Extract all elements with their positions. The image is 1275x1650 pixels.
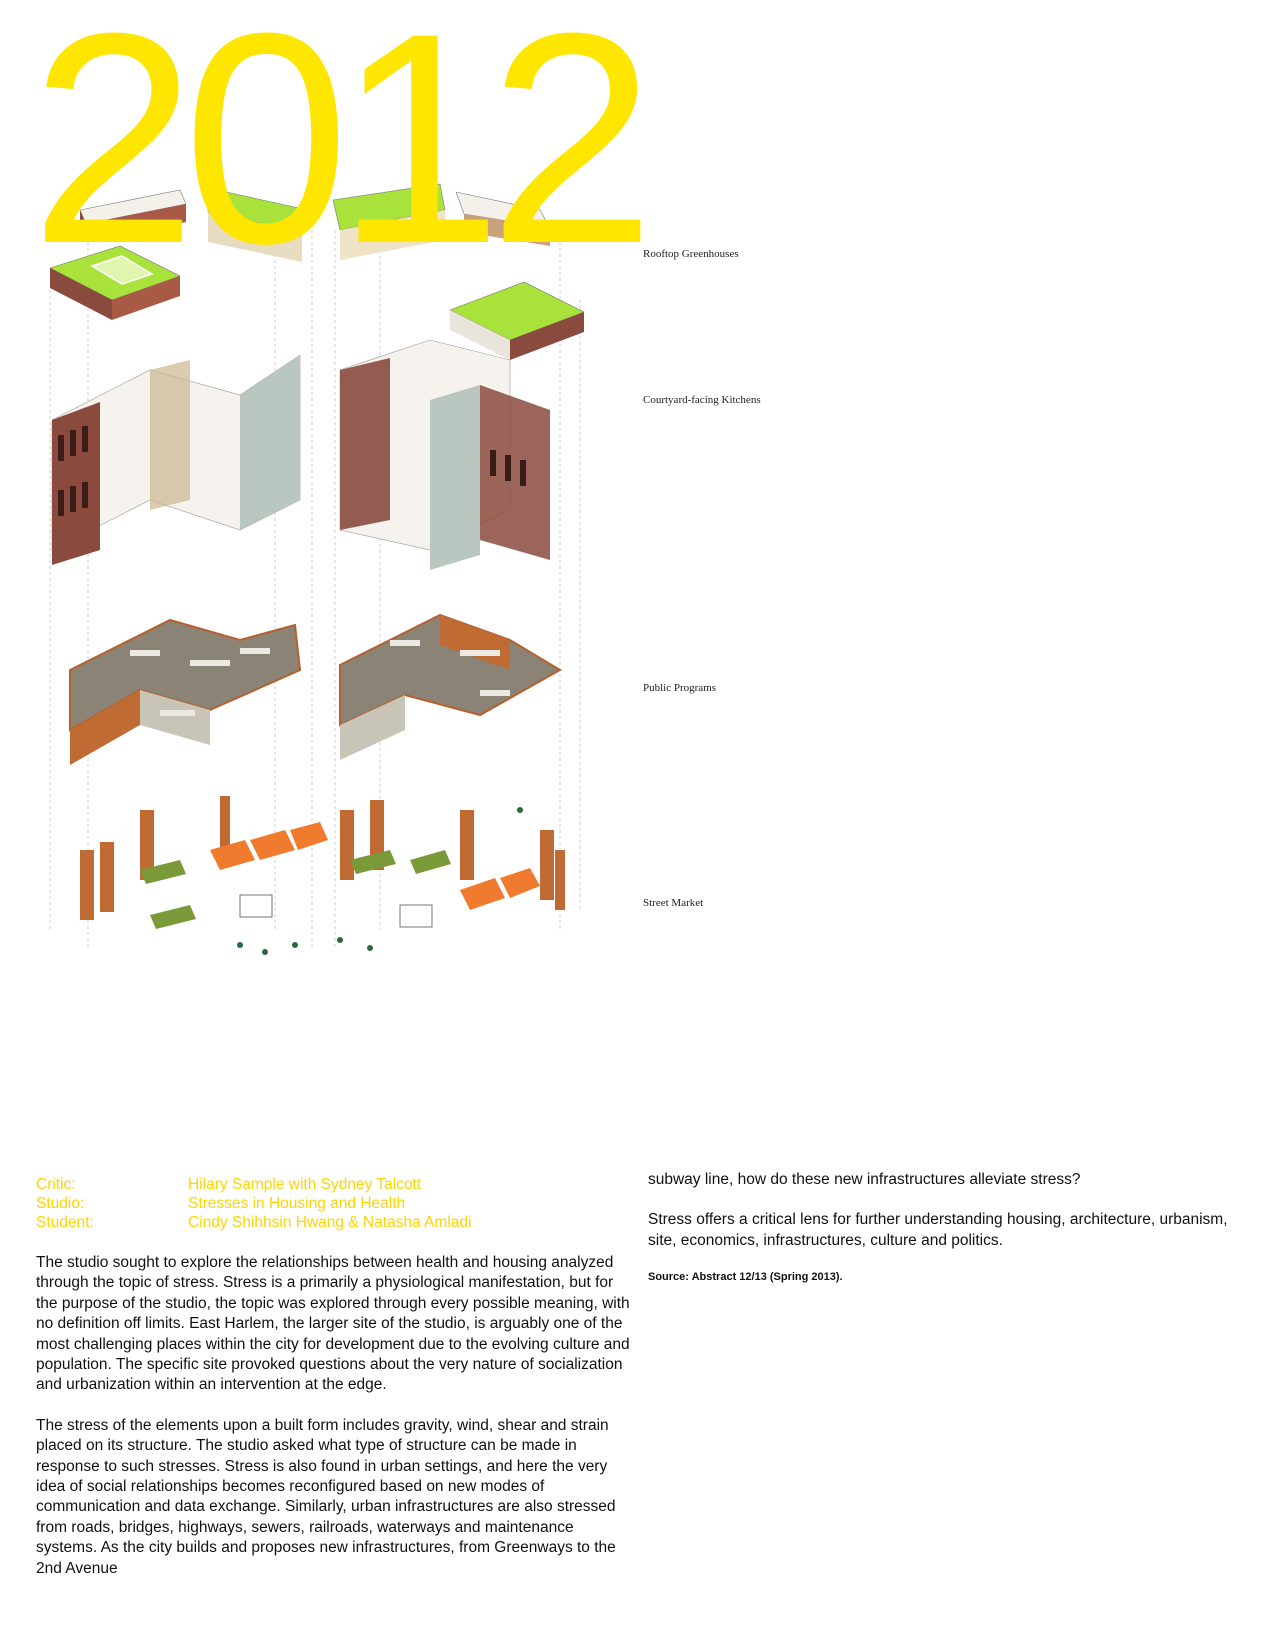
paragraph-2: The stress of the elements upon a built …	[36, 1416, 616, 1577]
source-citation: Source: Abstract 12/13 (Spring 2013).	[648, 1271, 843, 1284]
studio-row: Studio: Stresses in Housing and Health	[36, 1194, 596, 1213]
studio-value: Stresses in Housing and Health	[188, 1195, 406, 1212]
studio-label: Studio:	[36, 1195, 85, 1212]
student-row: Student: Cindy Shihhsin Hwang & Natasha …	[36, 1213, 596, 1232]
exploded-axonometric-drawing	[49, 183, 585, 955]
layer-label-kitchens: Courtyard-facing Kitchens	[643, 394, 761, 406]
paragraph-4: Stress offers a critical lens for furthe…	[648, 1211, 1228, 1249]
year-heading: 2012	[30, 0, 655, 306]
student-value: Cindy Shihhsin Hwang & Natasha Amladi	[188, 1214, 472, 1231]
critic-value: Hilary Sample with Sydney Talcott	[188, 1176, 422, 1193]
layer-label-rooftop: Rooftop Greenhouses	[643, 248, 739, 260]
body-column-right: subway line, how do these new infrastruc…	[648, 1170, 1228, 1304]
rooftop-greenhouses-layer	[49, 183, 585, 360]
body-column-left: The studio sought to explore the relatio…	[36, 1253, 631, 1599]
street-market-layer	[80, 796, 565, 955]
paragraph-3: subway line, how do these new infrastruc…	[648, 1171, 1081, 1188]
critic-row: Critic: Hilary Sample with Sydney Talcot…	[36, 1175, 596, 1194]
project-credits: Critic: Hilary Sample with Sydney Talcot…	[36, 1175, 596, 1232]
paragraph-1: The studio sought to explore the relatio…	[36, 1254, 630, 1394]
layer-label-market: Street Market	[643, 897, 704, 909]
critic-label: Critic:	[36, 1176, 76, 1193]
layer-label-programs: Public Programs	[643, 682, 717, 694]
student-label: Student:	[36, 1214, 94, 1231]
public-programs-layer	[69, 613, 562, 765]
courtyard-kitchens-layer	[51, 339, 550, 570]
